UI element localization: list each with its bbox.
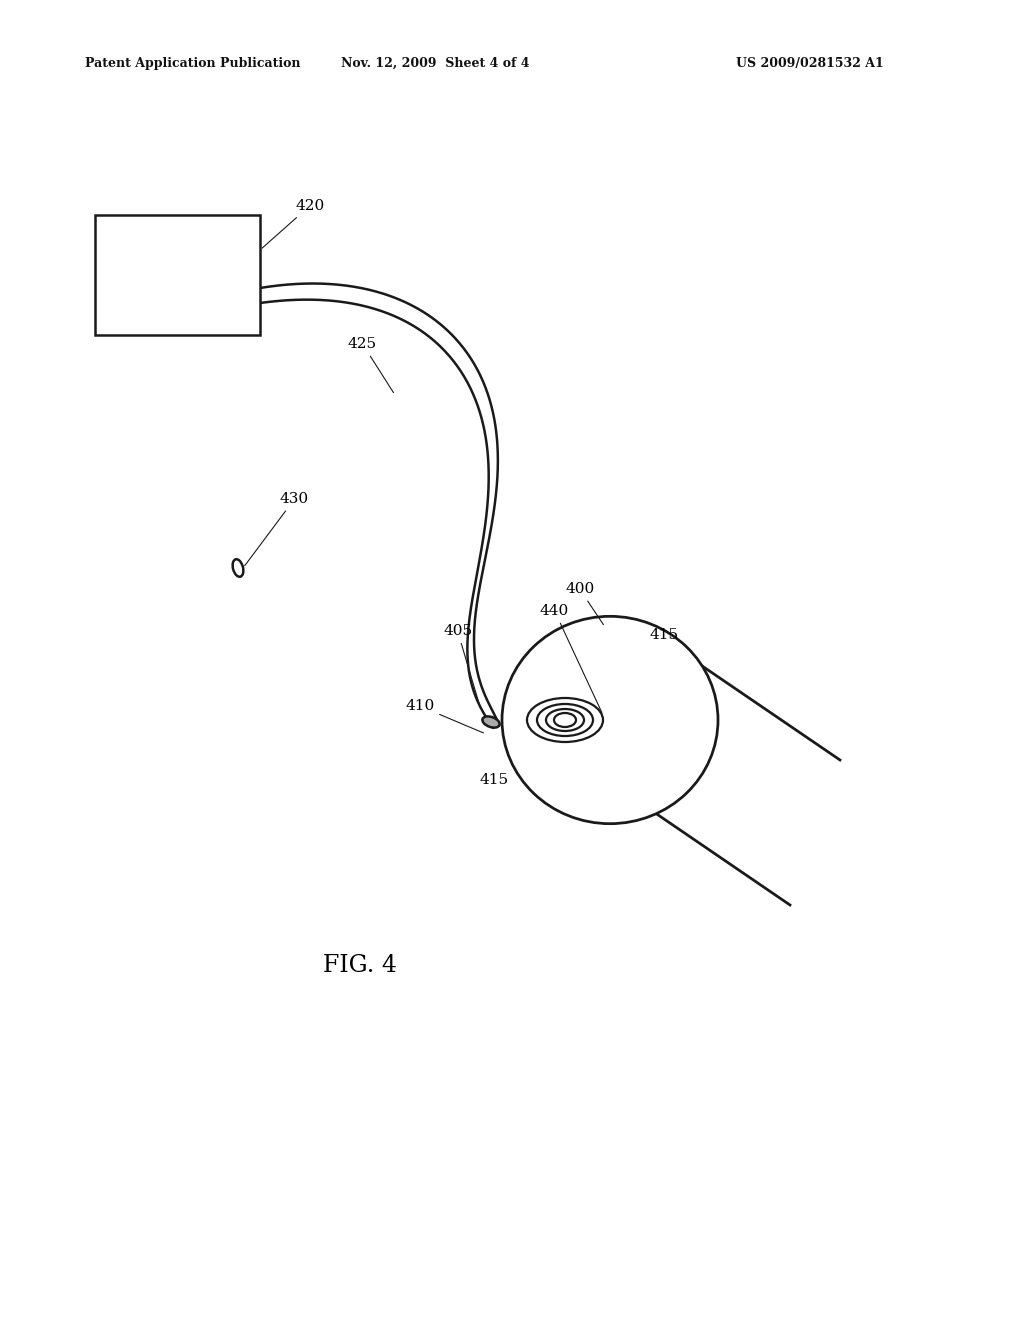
Text: FIG. 4: FIG. 4 [323,953,397,977]
Text: 400: 400 [565,582,603,624]
Text: 420: 420 [262,199,325,248]
Ellipse shape [482,717,500,727]
Text: 430: 430 [245,492,309,566]
Bar [95,215,260,335]
Text: 415: 415 [480,774,509,787]
Text: Patent Application Publication: Patent Application Publication [85,57,300,70]
Text: Nov. 12, 2009  Sheet 4 of 4: Nov. 12, 2009 Sheet 4 of 4 [341,57,529,70]
Ellipse shape [502,616,718,824]
Text: 405: 405 [443,624,480,708]
Text: 415: 415 [650,628,679,642]
Text: 440: 440 [540,605,602,713]
Text: US 2009/0281532 A1: US 2009/0281532 A1 [736,57,884,70]
Text: 410: 410 [406,700,483,733]
Text: 425: 425 [348,337,393,392]
Ellipse shape [232,560,244,577]
